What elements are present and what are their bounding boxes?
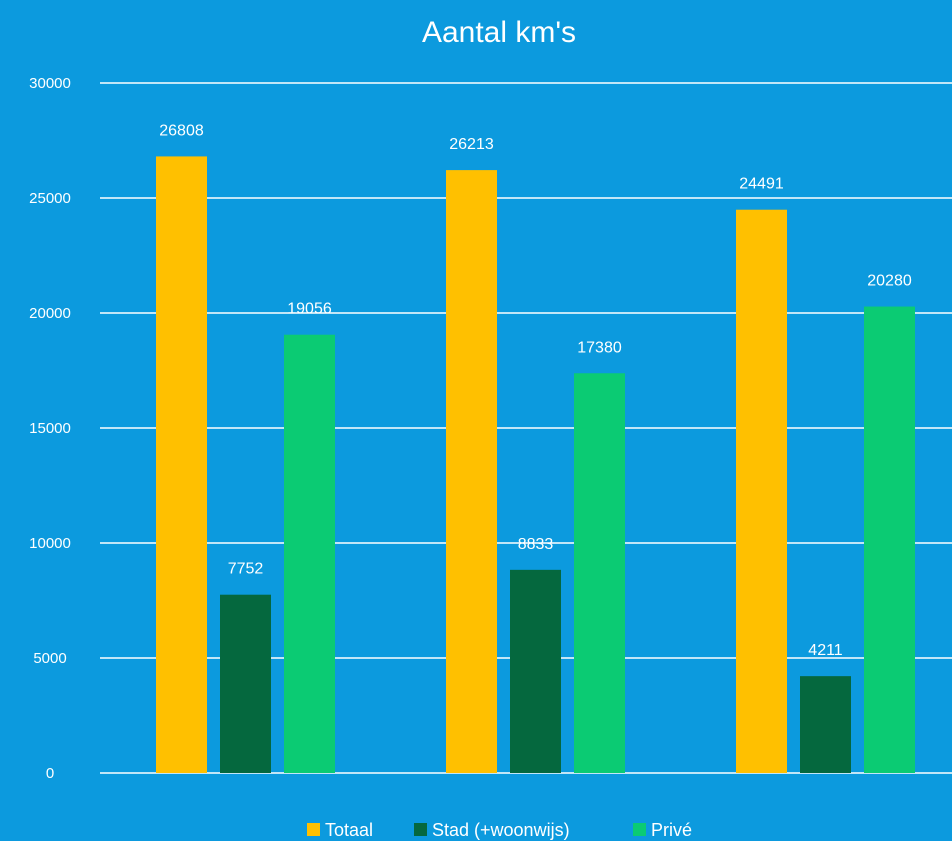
bar-stad-woonwijs-3 bbox=[800, 676, 851, 773]
y-tick-label: 5000 bbox=[33, 650, 66, 667]
y-tick-label: 15000 bbox=[29, 420, 71, 437]
data-label: 7752 bbox=[228, 561, 264, 578]
legend-label: Stad (+woonwijs) bbox=[432, 820, 570, 840]
bar-priv-3 bbox=[864, 306, 915, 773]
data-labels: 26808 26213 24491 7752 8833 4211 19056 17380 202… bbox=[159, 122, 912, 659]
bar-totaal-3 bbox=[736, 209, 787, 773]
y-tick-label: 10000 bbox=[29, 535, 71, 552]
bars bbox=[156, 156, 915, 773]
chart-title: Aantal km's bbox=[422, 16, 576, 49]
legend-label: Totaal bbox=[325, 820, 373, 840]
data-label: 8833 bbox=[518, 536, 554, 553]
y-tick-label: 0 bbox=[46, 765, 54, 782]
legend-swatch bbox=[414, 823, 427, 836]
bar-priv-1 bbox=[284, 334, 335, 773]
bar-stad-woonwijs-1 bbox=[220, 594, 271, 773]
data-label: 17380 bbox=[577, 339, 622, 356]
data-label: 4211 bbox=[808, 642, 843, 659]
data-label: 19056 bbox=[287, 301, 332, 318]
data-label: 24491 bbox=[739, 176, 784, 193]
y-tick-label: 25000 bbox=[29, 190, 71, 207]
legend-label: Privé bbox=[651, 820, 692, 840]
bar-totaal-1 bbox=[156, 156, 207, 773]
data-label: 26213 bbox=[449, 136, 494, 153]
bar-stad-woonwijs-2 bbox=[510, 569, 561, 773]
legend-swatch bbox=[633, 823, 646, 836]
data-label: 26808 bbox=[159, 122, 204, 139]
bar-priv-2 bbox=[574, 373, 625, 773]
y-axis-ticks: 0 5000 10000 15000 20000 25000 30000 bbox=[29, 75, 71, 782]
bar-totaal-2 bbox=[446, 170, 497, 773]
data-label: 20280 bbox=[867, 273, 912, 290]
y-tick-label: 30000 bbox=[29, 75, 71, 92]
y-tick-label: 20000 bbox=[29, 305, 71, 322]
legend-swatch bbox=[307, 823, 320, 836]
legend: Totaal Stad (+woonwijs) Privé bbox=[307, 820, 692, 840]
